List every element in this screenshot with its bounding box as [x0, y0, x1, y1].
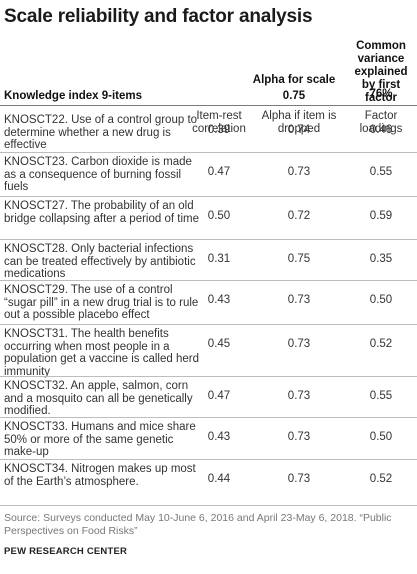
knowledge-index-label: Knowledge index 9-items [4, 90, 143, 102]
row-divider [0, 239, 417, 240]
item-rest-value: 0.45 [207, 338, 231, 350]
row-divider [0, 417, 417, 418]
item-label: KNOSCT28. Only bacterial infections can … [4, 243, 196, 280]
item-label: KNOSCT27. The probability of an old brid… [4, 200, 199, 225]
factor-loading-value: 0.50 [369, 294, 393, 306]
alpha-dropped-value: 0.73 [287, 338, 311, 350]
item-rest-value: 0.39 [207, 124, 231, 136]
factor-loading-value: 0.52 [369, 338, 393, 350]
common-variance-header: Common variance explained by first facto… [354, 40, 408, 104]
factor-loading-value: 0.59 [369, 210, 393, 222]
source-note: Source: Surveys conducted May 10-June 6,… [4, 512, 392, 537]
factor-loading-value: 0.55 [369, 166, 393, 178]
item-rest-value: 0.50 [207, 210, 231, 222]
item-rest-value: 0.43 [207, 431, 231, 443]
item-label: KNOSCT32. An apple, salmon, corn and a m… [4, 380, 193, 417]
alpha-dropped-column-header: Alpha if item is dropped [261, 110, 337, 135]
factor-loading-value: 0.35 [369, 253, 393, 265]
factor-loading-value: 0.50 [369, 431, 393, 443]
alpha-for-scale-header: Alpha for scale [252, 74, 336, 86]
item-rest-value: 0.47 [207, 390, 231, 402]
factor-loading-value: 0.46 [369, 124, 393, 136]
item-rest-column-header: Item-rest correlation [192, 110, 246, 135]
item-label: KNOSCT29. The use of a control “sugar pi… [4, 284, 199, 321]
item-label: KNOSCT31. The health benefits occurring … [4, 328, 199, 378]
item-rest-value: 0.43 [207, 294, 231, 306]
page-title: Scale reliability and factor analysis [4, 6, 313, 27]
item-label: KNOSCT22. Use of a control group to dete… [4, 114, 198, 151]
item-label: KNOSCT34. Nitrogen makes up most of the … [4, 463, 196, 488]
header-divider [0, 105, 417, 106]
item-rest-value: 0.31 [207, 253, 231, 265]
variance-value: 76% [369, 88, 393, 100]
footer-divider [0, 505, 417, 506]
alpha-dropped-value: 0.73 [287, 294, 311, 306]
row-divider [0, 152, 417, 153]
factor-loadings-column-header: Factor loadings [359, 110, 403, 135]
row-divider [0, 196, 417, 197]
alpha-dropped-value: 0.73 [287, 473, 311, 485]
alpha-dropped-value: 0.73 [287, 431, 311, 443]
alpha-dropped-value: 0.73 [287, 166, 311, 178]
row-divider [0, 376, 417, 377]
alpha-dropped-value: 0.72 [287, 210, 311, 222]
row-divider [0, 459, 417, 460]
item-label: KNOSCT23. Carbon dioxide is made as a co… [4, 156, 192, 193]
item-rest-value: 0.44 [207, 473, 231, 485]
row-divider [0, 280, 417, 281]
alpha-dropped-value: 0.74 [287, 124, 311, 136]
alpha-dropped-value: 0.73 [287, 390, 311, 402]
factor-loading-value: 0.55 [369, 390, 393, 402]
pew-research-center-logo: PEW RESEARCH CENTER [4, 546, 128, 557]
alpha-dropped-value: 0.75 [287, 253, 311, 265]
item-rest-value: 0.47 [207, 166, 231, 178]
factor-loading-value: 0.52 [369, 473, 393, 485]
alpha-value: 0.75 [282, 90, 306, 102]
item-label: KNOSCT33. Humans and mice share 50% or m… [4, 421, 196, 458]
row-divider [0, 324, 417, 325]
